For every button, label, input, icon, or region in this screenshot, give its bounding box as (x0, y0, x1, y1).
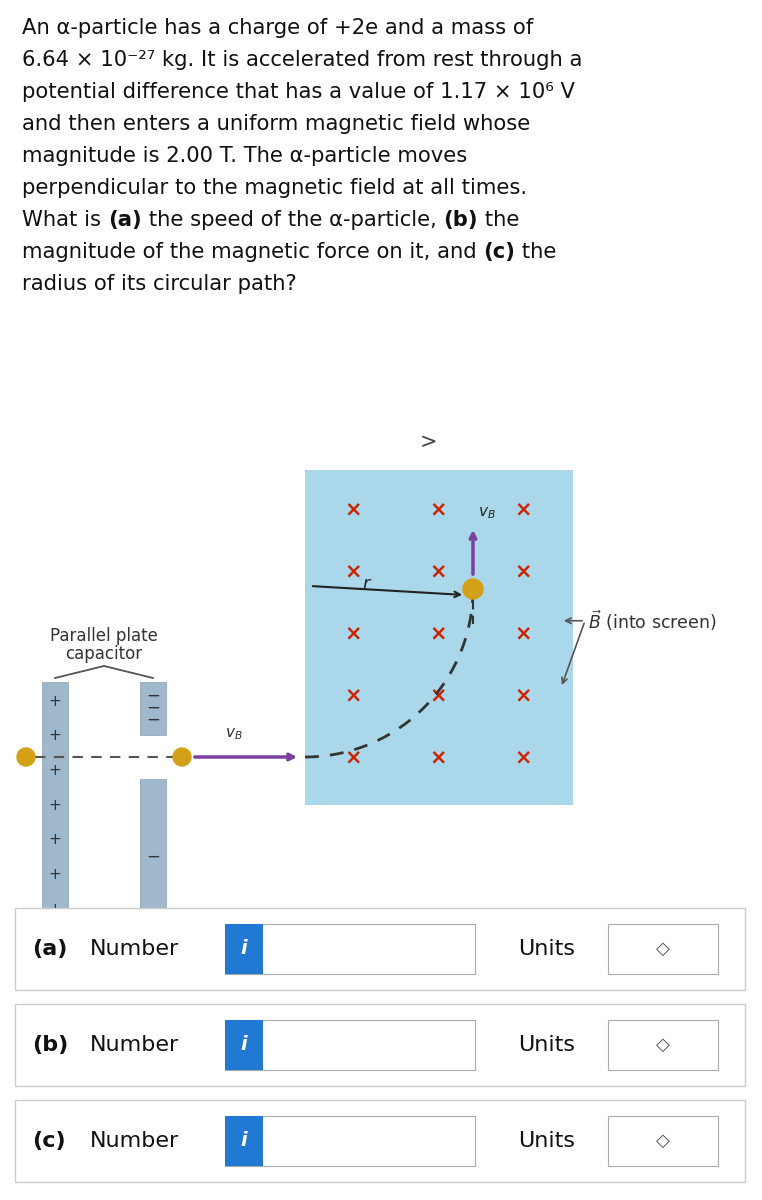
Text: +: + (49, 763, 62, 778)
Circle shape (173, 748, 191, 766)
Text: ×: × (429, 685, 447, 704)
Text: +: + (49, 901, 62, 917)
Text: +: + (49, 866, 62, 882)
Text: Units: Units (518, 938, 575, 959)
Text: $r$: $r$ (362, 575, 372, 593)
Text: +: + (49, 728, 62, 744)
FancyBboxPatch shape (15, 1100, 745, 1182)
Text: i: i (241, 940, 248, 959)
Text: (c): (c) (483, 242, 515, 262)
Text: (a): (a) (107, 210, 142, 230)
Text: 6.64 × 10⁻²⁷ kg. It is accelerated from rest through a: 6.64 × 10⁻²⁷ kg. It is accelerated from … (22, 50, 582, 70)
Text: (b): (b) (32, 1034, 69, 1055)
Text: ◇: ◇ (656, 1132, 670, 1150)
Text: An α-particle has a charge of +2e and a mass of: An α-particle has a charge of +2e and a … (22, 18, 533, 38)
Text: (c): (c) (32, 1130, 66, 1151)
Text: i: i (241, 1132, 248, 1151)
Bar (225, 1116, 475, 1166)
Bar (608, 1116, 718, 1166)
Text: +: + (49, 694, 62, 709)
Bar (608, 1020, 718, 1070)
Text: (b): (b) (443, 210, 478, 230)
Text: ×: × (514, 499, 532, 518)
Text: ×: × (344, 499, 362, 518)
Text: $V_B$: $V_B$ (142, 947, 163, 967)
Text: −: − (146, 686, 160, 704)
Text: +: + (49, 833, 62, 847)
Text: $\vec{B}$ (into screen): $\vec{B}$ (into screen) (588, 608, 716, 634)
Bar (305, 470, 573, 805)
Text: magnitude is 2.00 T. The α-particle moves: magnitude is 2.00 T. The α-particle move… (22, 146, 467, 166)
Bar (225, 1116, 263, 1166)
Text: ×: × (344, 560, 362, 581)
Text: Number: Number (90, 1130, 179, 1151)
FancyBboxPatch shape (15, 1004, 745, 1086)
Text: perpendicular to the magnetic field at all times.: perpendicular to the magnetic field at a… (22, 178, 527, 198)
Bar (608, 924, 718, 974)
Bar (225, 1020, 263, 1070)
Text: −: − (146, 847, 160, 866)
Text: magnitude of the magnetic force on it, and: magnitude of the magnetic force on it, a… (22, 242, 483, 262)
Bar (140, 779, 166, 926)
Text: ×: × (429, 499, 447, 518)
Text: the: the (515, 242, 557, 262)
Text: ×: × (429, 623, 447, 643)
Text: Number: Number (90, 938, 179, 959)
Bar (225, 924, 475, 974)
Text: capacitor: capacitor (66, 646, 142, 662)
Text: and then enters a uniform magnetic field whose: and then enters a uniform magnetic field… (22, 114, 530, 134)
Text: −: − (146, 698, 160, 716)
Text: ◇: ◇ (656, 940, 670, 958)
Text: Number: Number (90, 1034, 179, 1055)
Text: +: + (49, 798, 62, 812)
Text: >: > (421, 432, 437, 452)
Text: ×: × (429, 746, 447, 767)
Bar (225, 1020, 475, 1070)
Text: ×: × (514, 685, 532, 704)
FancyBboxPatch shape (15, 908, 745, 990)
Bar (225, 924, 263, 974)
Text: −: − (146, 710, 160, 728)
Text: $v_B$: $v_B$ (478, 505, 495, 521)
Text: ×: × (429, 560, 447, 581)
Text: Parallel plate: Parallel plate (50, 626, 158, 646)
Text: ×: × (344, 746, 362, 767)
Text: ◇: ◇ (656, 1036, 670, 1054)
Text: the speed of the α-particle,: the speed of the α-particle, (142, 210, 443, 230)
Text: radius of its circular path?: radius of its circular path? (22, 274, 296, 294)
Text: What is: What is (22, 210, 107, 230)
Circle shape (463, 578, 483, 599)
Text: $v_B$: $v_B$ (225, 726, 242, 742)
Bar (42, 682, 68, 926)
Text: −: − (146, 902, 160, 922)
Text: ×: × (514, 623, 532, 643)
Text: Units: Units (518, 1034, 575, 1055)
Text: ×: × (514, 560, 532, 581)
Text: (a): (a) (32, 938, 67, 959)
Text: ×: × (514, 746, 532, 767)
Bar (140, 682, 166, 734)
Circle shape (17, 748, 35, 766)
Text: ×: × (344, 685, 362, 704)
Text: the: the (478, 210, 519, 230)
Text: potential difference that has a value of 1.17 × 10⁶ V: potential difference that has a value of… (22, 82, 575, 102)
Text: Units: Units (518, 1130, 575, 1151)
Text: i: i (241, 1036, 248, 1055)
Text: ×: × (344, 623, 362, 643)
Text: $V_A$: $V_A$ (45, 947, 66, 967)
